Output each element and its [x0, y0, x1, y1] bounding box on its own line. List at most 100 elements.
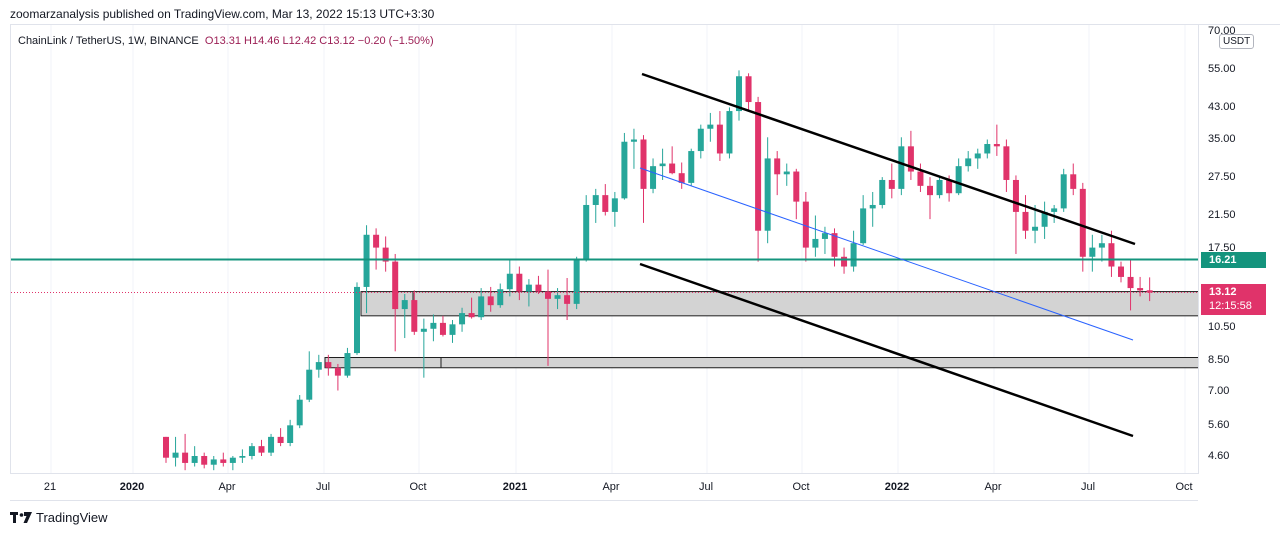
candle-body — [401, 300, 408, 310]
chart-pane[interactable] — [10, 24, 1199, 474]
support-zones[interactable] — [324, 291, 1199, 369]
symbol-info: ChainLink / TetherUS, 1W, BINANCE — [18, 35, 199, 47]
candle-body — [812, 238, 819, 248]
candle-body — [468, 313, 475, 318]
time-axis[interactable]: 21 2020 Apr Jul Oct 2021 Apr Jul Oct 2022 Apr Jul Oc… — [10, 473, 1198, 501]
time-tick-label: 2021 — [502, 481, 528, 493]
candle-body — [841, 256, 848, 267]
candle-body — [229, 457, 236, 463]
candle-body — [1012, 179, 1019, 212]
candle-body — [163, 436, 169, 458]
ohlc-values: O13.31 H14.46 L12.42 C13.12 −0.20 (−1.50… — [204, 35, 434, 47]
time-tick-label: Oct — [1175, 481, 1193, 493]
candle-body — [946, 179, 953, 194]
channel-lower-line[interactable] — [639, 262, 1134, 438]
candle-body — [1137, 288, 1144, 291]
candle-body — [487, 296, 494, 306]
candle-body — [525, 284, 532, 292]
time-tick-label: 2020 — [119, 481, 145, 493]
time-tick-label: Jul — [698, 481, 714, 493]
candle-body — [210, 459, 217, 465]
candle-body — [287, 425, 294, 443]
branding[interactable]: TradingView — [10, 510, 108, 525]
level-price-tag: 16.21 — [1201, 252, 1266, 268]
candle-body — [726, 111, 733, 154]
price-tick-label: 7.00 — [1208, 384, 1230, 397]
currency-button[interactable]: USDT — [1219, 34, 1255, 49]
price-tick-label: 8.50 — [1208, 354, 1230, 367]
price-tick-label: 21.50 — [1208, 209, 1236, 222]
support-zone-rect[interactable] — [324, 357, 1199, 369]
candles — [163, 70, 1153, 471]
candle-body — [669, 163, 676, 174]
price-axis[interactable]: 70.00 55.00 43.00 35.00 27.50 21.50 17.50 10.50… — [1198, 24, 1280, 474]
candle-body — [1022, 211, 1029, 231]
price-tick-label: 43.00 — [1208, 101, 1236, 114]
price-tick-label: 10.50 — [1208, 321, 1236, 334]
candle-body — [382, 247, 389, 262]
candle-body — [506, 273, 513, 290]
candle-body — [1127, 276, 1134, 289]
candle-body — [602, 195, 609, 212]
candle-body — [449, 324, 456, 335]
candle-body — [373, 234, 380, 248]
candle-body — [955, 166, 962, 194]
candle-body — [516, 273, 523, 292]
publish-info: zoomarzanalysis published on TradingView… — [10, 7, 435, 21]
candle-body — [392, 261, 399, 310]
candle-body — [478, 296, 485, 318]
candle-body — [1108, 243, 1115, 267]
candle-body — [420, 328, 427, 332]
candle-body — [315, 362, 322, 370]
price-chart[interactable] — [11, 25, 1199, 474]
candle-body — [630, 139, 637, 142]
candle-body — [220, 459, 227, 463]
candle-body — [898, 146, 905, 189]
candle-body — [1003, 146, 1010, 180]
candle-body — [764, 158, 771, 231]
candle-body — [583, 204, 590, 260]
bar-countdown: 12:15:58 — [1209, 300, 1252, 312]
candle-body — [793, 171, 800, 202]
channel-mid-line[interactable] — [639, 167, 1134, 341]
candle-body — [640, 139, 647, 189]
candle-body — [564, 295, 571, 304]
candle-body — [1041, 211, 1048, 227]
candle-body — [707, 124, 714, 129]
candle-body — [258, 446, 265, 453]
candle-body — [1089, 247, 1096, 257]
candle-body — [573, 259, 580, 304]
time-tick-label: Apr — [602, 481, 620, 493]
tradingview-logo-icon — [10, 511, 32, 523]
candle-body — [296, 399, 303, 426]
candle-body — [182, 452, 189, 463]
candle-body — [1079, 188, 1086, 257]
candle-body — [1051, 208, 1058, 212]
time-tick-label: Oct — [792, 481, 810, 493]
candle-body — [850, 243, 857, 267]
channel-upper-line[interactable] — [641, 72, 1136, 246]
candle-body — [611, 198, 618, 212]
price-tick-label: 27.50 — [1208, 171, 1236, 184]
drawings[interactable] — [11, 72, 1199, 438]
candle-body — [879, 179, 886, 205]
candle-body — [325, 362, 332, 368]
candle-body — [927, 185, 933, 196]
candle-body — [936, 179, 943, 196]
candle-body — [821, 233, 828, 239]
time-tick-label: 2022 — [884, 481, 910, 493]
candle-body — [545, 291, 551, 299]
candle-body — [774, 158, 781, 175]
candle-body — [888, 179, 895, 189]
time-tick-label: Apr — [984, 481, 1002, 493]
candle-body — [1118, 266, 1124, 277]
candle-body — [354, 286, 360, 354]
candle-body — [248, 446, 255, 456]
candle-body — [869, 204, 876, 209]
candle-body — [716, 124, 723, 154]
candle-body — [688, 151, 695, 183]
candle-body — [917, 171, 924, 186]
candle-body — [1070, 174, 1077, 189]
candle-body — [965, 158, 972, 167]
candle-body — [621, 141, 628, 199]
